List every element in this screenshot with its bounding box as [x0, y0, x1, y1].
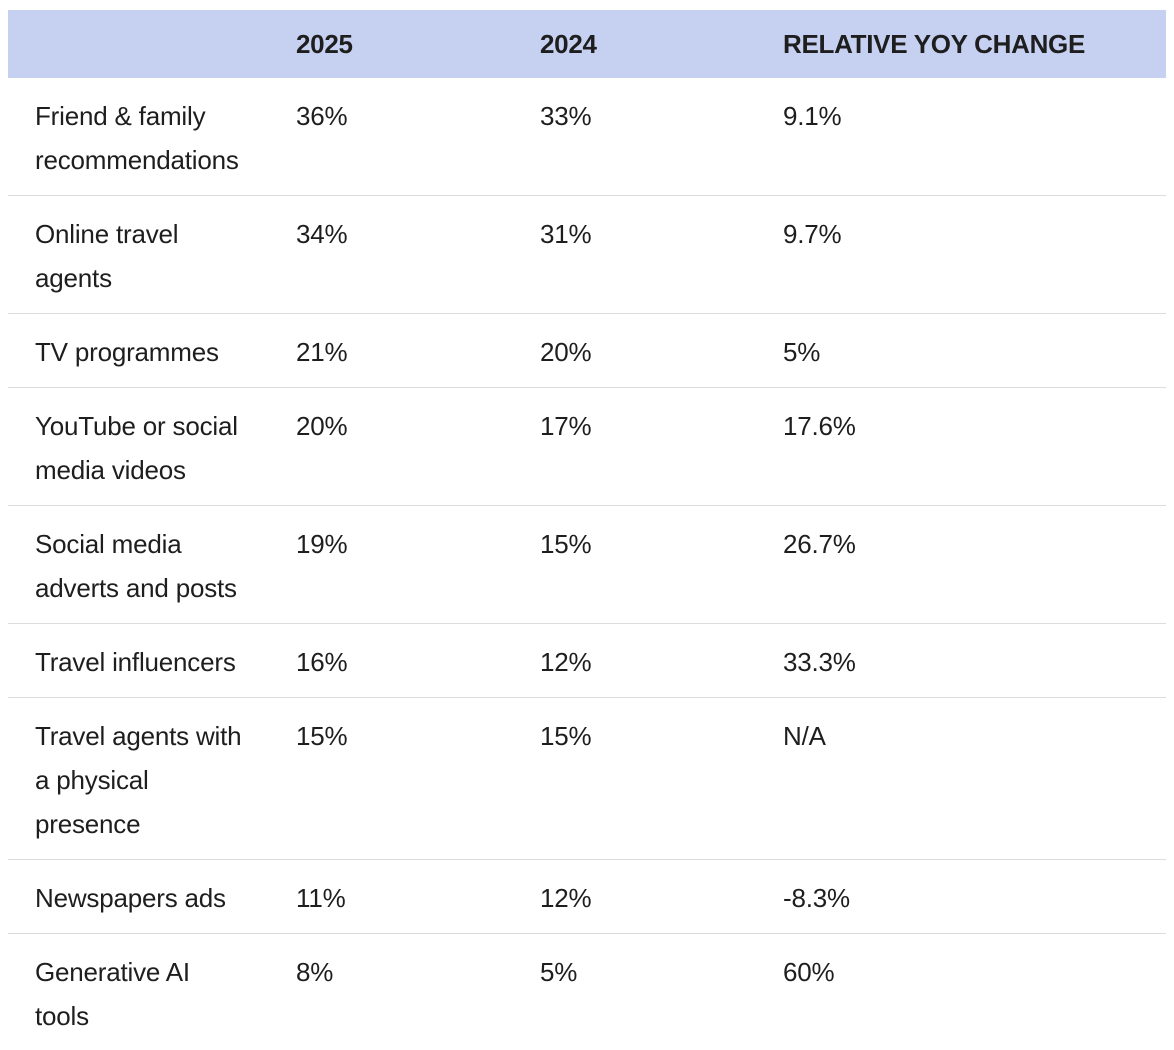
table-row: YouTube or social media videos 20% 17% 1… [8, 387, 1166, 506]
value-yoy-change: N/A [783, 697, 1166, 860]
value-yoy-change: 26.7% [783, 505, 1166, 624]
table-body: Friend & family recommendations 36% 33% … [8, 78, 1166, 1050]
value-2025: 16% [296, 623, 540, 698]
value-2024: 20% [540, 313, 783, 388]
table-row: Friend & family recommendations 36% 33% … [8, 78, 1166, 196]
value-2025: 15% [296, 697, 540, 860]
source-label: Travel agents with a physical presence [8, 697, 296, 860]
value-yoy-change: 33.3% [783, 623, 1166, 698]
value-2024: 12% [540, 859, 783, 934]
table-row: TV programmes 21% 20% 5% [8, 313, 1166, 388]
source-label: YouTube or social media videos [8, 387, 296, 506]
table-row: Travel influencers 16% 12% 33.3% [8, 623, 1166, 698]
column-header-2024: 2024 [540, 10, 783, 78]
value-2024: 15% [540, 505, 783, 624]
source-label: Generative AI tools [8, 933, 296, 1050]
value-2025: 21% [296, 313, 540, 388]
value-2024: 33% [540, 78, 783, 196]
value-yoy-change: 60% [783, 933, 1166, 1050]
column-header-2025-label: 2025 [296, 28, 353, 59]
source-label: Friend & family recommendations [8, 78, 296, 196]
value-2025: 11% [296, 859, 540, 934]
value-2024: 15% [540, 697, 783, 860]
source-label: Newspapers ads [8, 859, 296, 934]
value-yoy-change: -8.3% [783, 859, 1166, 934]
value-yoy-change: 5% [783, 313, 1166, 388]
column-header-yoy-change: RELATIVE YOY CHANGE [783, 10, 1166, 78]
source-label: Social media adverts and posts [8, 505, 296, 624]
table-header-row: 2025 2024 RELATIVE YOY CHANGE [8, 10, 1166, 78]
value-yoy-change: 9.1% [783, 78, 1166, 196]
source-label: Travel influencers [8, 623, 296, 698]
value-2024: 5% [540, 933, 783, 1050]
source-label: TV programmes [8, 313, 296, 388]
value-2025: 20% [296, 387, 540, 506]
value-2024: 31% [540, 195, 783, 314]
table-row: Social media adverts and posts 19% 15% 2… [8, 505, 1166, 624]
value-yoy-change: 17.6% [783, 387, 1166, 506]
value-2024: 17% [540, 387, 783, 506]
value-yoy-change: 9.7% [783, 195, 1166, 314]
column-header-2025: 2025 [296, 10, 540, 78]
table-row: Travel agents with a physical presence 1… [8, 697, 1166, 860]
value-2025: 34% [296, 195, 540, 314]
yoy-comparison-table: 2025 2024 RELATIVE YOY CHANGE Friend & f… [8, 10, 1166, 1050]
table-row: Online travel agents 34% 31% 9.7% [8, 195, 1166, 314]
table-row: Newspapers ads 11% 12% -8.3% [8, 859, 1166, 934]
value-2025: 36% [296, 78, 540, 196]
column-header-yoy-change-label: RELATIVE YOY CHANGE [783, 28, 1086, 59]
table-row: Generative AI tools 8% 5% 60% [8, 933, 1166, 1050]
value-2025: 19% [296, 505, 540, 624]
column-header-2024-label: 2024 [540, 28, 597, 59]
column-header-source [8, 10, 296, 78]
source-label: Online travel agents [8, 195, 296, 314]
value-2025: 8% [296, 933, 540, 1050]
value-2024: 12% [540, 623, 783, 698]
